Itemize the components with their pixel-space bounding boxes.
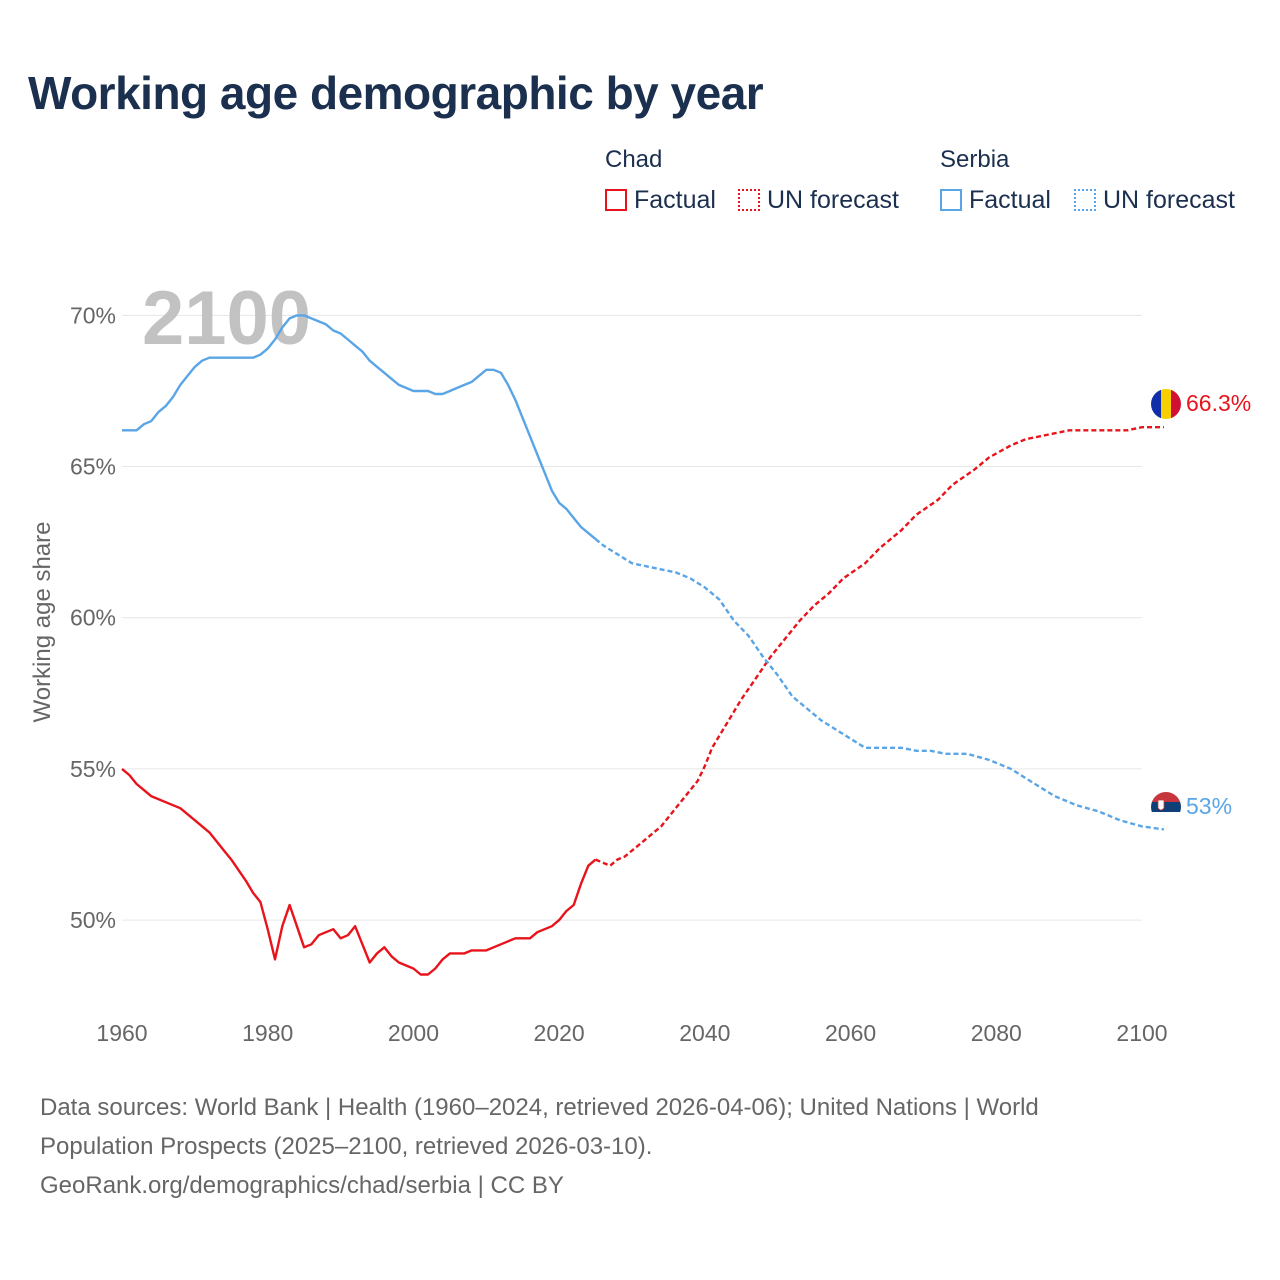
- chart-title: Working age demographic by year: [28, 67, 764, 119]
- series-endpoints: 66.3% 53%: [1151, 389, 1251, 822]
- legend-chad-forecast[interactable]: UN forecast: [738, 186, 899, 214]
- chad-forecast-line: [595, 426, 1164, 868]
- x-tick-label: 1960: [96, 1020, 147, 1046]
- x-tick-label: 2020: [534, 1020, 585, 1046]
- x-tick-label: 2100: [1116, 1020, 1167, 1046]
- footer: Data sources: World Bank | Health (1960–…: [40, 1088, 1240, 1205]
- x-axis: 1960 1980 2000 2020 2040 2060 2080 2100: [96, 1020, 1167, 1046]
- serbia-flag-marker: [1151, 792, 1181, 822]
- footer-sources-line-2: Population Prospects (2025–2100, retriev…: [40, 1133, 653, 1160]
- x-tick-label: 2000: [388, 1020, 439, 1046]
- legend-swatch-chad-forecast: [738, 189, 760, 211]
- x-tick-label: 1980: [242, 1020, 293, 1046]
- x-tick-label: 2040: [679, 1020, 730, 1046]
- legend-group-serbia: Serbia: [940, 146, 1010, 173]
- y-tick-label: 55%: [70, 756, 116, 782]
- serbia-end-label: 53%: [1186, 793, 1232, 819]
- year-watermark: 2100: [142, 276, 311, 361]
- y-tick-label: 60%: [70, 605, 116, 631]
- grid-lines: [122, 314, 1142, 921]
- legend-swatch-chad-factual: [605, 189, 627, 211]
- legend-group-chad: Chad: [605, 146, 663, 173]
- x-tick-label: 2080: [971, 1020, 1022, 1046]
- legend-label-serbia-forecast: UN forecast: [1103, 185, 1235, 214]
- chad-flag-marker: [1151, 389, 1181, 419]
- y-axis: 50% 55% 60% 65% 70%: [70, 302, 116, 933]
- legend-label-serbia-factual: Factual: [969, 185, 1051, 214]
- y-axis-label: Working age share: [29, 522, 56, 723]
- footer-attribution-link[interactable]: GeoRank.org/demographics/chad/serbia | C…: [40, 1172, 564, 1199]
- legend-swatch-serbia-factual: [940, 189, 962, 211]
- legend-serbia-forecast[interactable]: UN forecast: [1074, 186, 1235, 214]
- y-tick-label: 50%: [70, 907, 116, 933]
- footer-sources-line-1: Data sources: World Bank | Health (1960–…: [40, 1094, 1039, 1121]
- series-lines: [121, 314, 1165, 976]
- legend-swatch-serbia-forecast: [1074, 189, 1096, 211]
- x-tick-label: 2060: [825, 1020, 876, 1046]
- y-tick-label: 65%: [70, 454, 116, 480]
- chad-factual-line: [121, 767, 597, 976]
- serbia-factual-line: [122, 314, 597, 541]
- serbia-forecast-line: [594, 538, 1165, 831]
- y-tick-label: 70%: [70, 302, 116, 328]
- legend-serbia-factual[interactable]: Factual: [940, 186, 1051, 214]
- legend-label-chad-forecast: UN forecast: [767, 185, 899, 214]
- legend-label-chad-factual: Factual: [634, 185, 716, 214]
- chad-end-label: 66.3%: [1186, 390, 1251, 416]
- legend-chad-factual[interactable]: Factual: [605, 186, 716, 214]
